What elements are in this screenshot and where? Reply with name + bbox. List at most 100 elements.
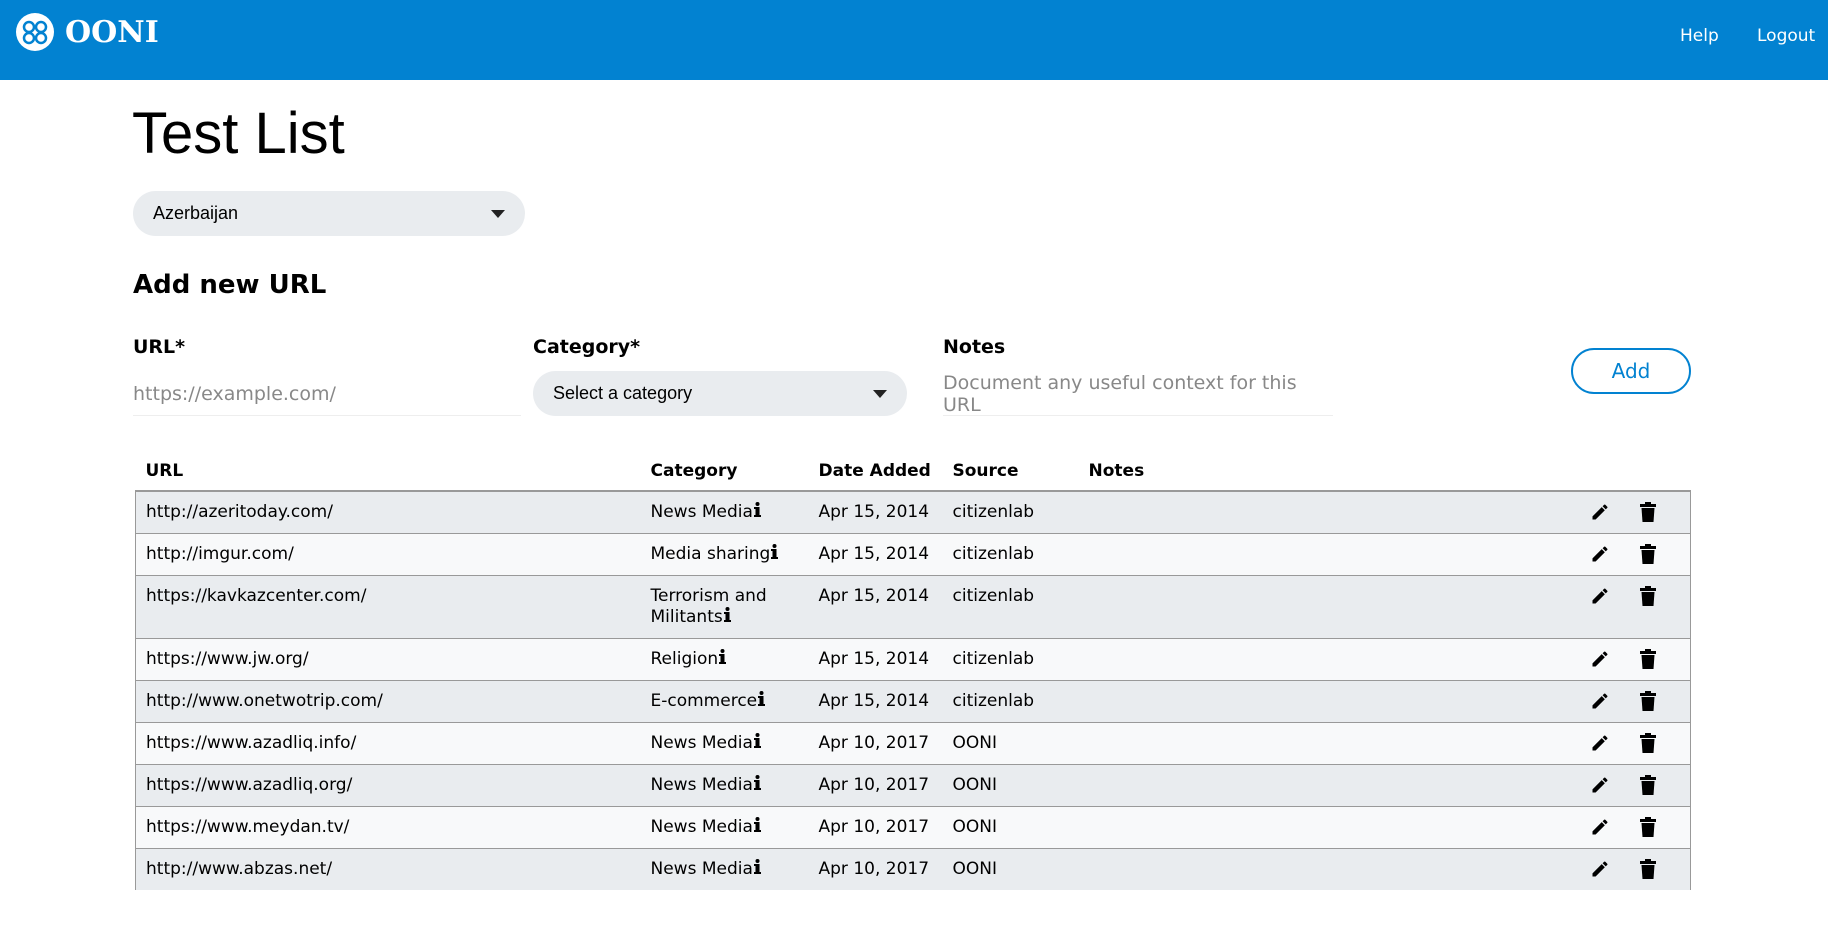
table-cell: https://www.meydan.tv/	[135, 806, 641, 849]
table-cell	[1078, 533, 1541, 576]
cell-text: Media sharing	[650, 544, 771, 564]
cell-text: News Media	[650, 502, 753, 522]
delete-icon[interactable]	[1640, 817, 1656, 837]
table-cell: https://kavkazcenter.com/	[135, 575, 641, 639]
edit-icon[interactable]	[1590, 544, 1610, 564]
table-cell: News Media	[640, 764, 809, 807]
delete-icon[interactable]	[1640, 691, 1656, 711]
cell-text: Apr 10, 2017	[818, 775, 930, 795]
field-label: Notes	[943, 336, 1006, 358]
table-cell: News Media	[640, 722, 809, 765]
cell-text: Apr 15, 2014	[818, 502, 930, 522]
info-icon[interactable]	[771, 544, 779, 560]
cell-text: http://imgur.com/	[146, 544, 294, 564]
cell-text: Apr 10, 2017	[818, 733, 930, 753]
nav-link[interactable]: Logout	[1757, 26, 1816, 46]
delete-icon[interactable]	[1640, 586, 1656, 606]
row-actions	[1551, 691, 1681, 711]
column-header: URL	[135, 452, 641, 492]
table-cell: Apr 10, 2017	[808, 764, 943, 807]
logo-icon	[16, 13, 54, 51]
logo[interactable]: OONI	[15, 12, 159, 52]
table-cell	[1078, 722, 1541, 765]
delete-icon[interactable]	[1640, 775, 1656, 795]
placeholder: Document any useful context for this URL	[943, 371, 1297, 416]
row-actions	[1551, 586, 1681, 606]
edit-icon[interactable]	[1590, 733, 1610, 753]
delete-icon[interactable]	[1640, 544, 1656, 564]
table-cell: E-commerce	[640, 680, 809, 723]
info-icon[interactable]	[723, 607, 731, 623]
field-label: URL*	[133, 336, 186, 358]
actions-cell	[1540, 848, 1691, 890]
table-row: https://www.meydan.tv/News Media Apr 10, …	[135, 806, 1691, 849]
info-icon[interactable]	[753, 775, 761, 791]
delete-icon[interactable]	[1640, 649, 1656, 669]
cell-text: OONI	[952, 817, 998, 837]
table-cell: http://azeritoday.com/	[135, 490, 641, 534]
url-input[interactable]: https://example.com/	[133, 372, 521, 416]
table-cell	[1078, 638, 1541, 681]
cell-text: OONI	[952, 859, 998, 879]
cell-text: https://www.jw.org/	[146, 649, 309, 669]
edit-icon[interactable]	[1590, 859, 1610, 879]
cell-text: citizenlab	[952, 649, 1035, 669]
table-cell: Apr 10, 2017	[808, 848, 943, 890]
add-button[interactable]: Add	[1571, 348, 1691, 394]
table-cell: https://www.azadliq.info/	[135, 722, 641, 765]
delete-icon[interactable]	[1640, 859, 1656, 879]
actions-cell	[1540, 806, 1691, 849]
page-title: Test List	[132, 101, 345, 166]
cell-text: https://www.meydan.tv/	[146, 817, 350, 837]
info-icon[interactable]	[719, 649, 727, 665]
table-cell: News Media	[640, 806, 809, 849]
row-actions	[1551, 859, 1681, 879]
table-cell: Apr 15, 2014	[808, 533, 943, 576]
cell-text: OONI	[952, 775, 998, 795]
table-row: https://kavkazcenter.com/Terrorism and M…	[135, 575, 1691, 639]
edit-icon[interactable]	[1590, 817, 1610, 837]
table-cell: OONI	[942, 848, 1079, 890]
cell-text: OONI	[952, 733, 998, 753]
info-icon[interactable]	[753, 502, 761, 518]
cell-text: Apr 15, 2014	[818, 691, 930, 711]
cell-text: Apr 15, 2014	[818, 586, 930, 606]
table-cell: http://imgur.com/	[135, 533, 641, 576]
info-icon[interactable]	[753, 733, 761, 749]
cell-text: citizenlab	[952, 691, 1035, 711]
table-row: http://azeritoday.com/News Media Apr 15, …	[135, 490, 1691, 534]
cell-text: http://www.abzas.net/	[146, 859, 333, 879]
table-cell: citizenlab	[942, 680, 1079, 723]
info-icon[interactable]	[758, 691, 766, 707]
actions-cell	[1540, 638, 1691, 681]
table-cell: News Media	[640, 490, 809, 534]
edit-icon[interactable]	[1590, 691, 1610, 711]
category-select[interactable]: Select a category	[533, 371, 907, 416]
edit-icon[interactable]	[1590, 586, 1610, 606]
table-cell: https://www.jw.org/	[135, 638, 641, 681]
delete-icon[interactable]	[1640, 733, 1656, 753]
table-cell: News Media	[640, 848, 809, 890]
edit-icon[interactable]	[1590, 502, 1610, 522]
table-cell: Terrorism and Militants	[640, 575, 809, 639]
notes-input[interactable]: Document any useful context for this URL	[943, 372, 1333, 416]
cell-text: citizenlab	[952, 502, 1035, 522]
info-icon[interactable]	[753, 817, 761, 833]
cell-text: citizenlab	[952, 586, 1035, 606]
edit-icon[interactable]	[1590, 649, 1610, 669]
delete-icon[interactable]	[1640, 502, 1656, 522]
table-cell	[1078, 848, 1541, 890]
table-cell	[1078, 680, 1541, 723]
row-actions	[1551, 817, 1681, 837]
nav-link[interactable]: Help	[1680, 26, 1719, 46]
column-header: Category	[640, 452, 809, 492]
row-actions	[1551, 502, 1681, 522]
table-cell	[1078, 490, 1541, 534]
table-row: https://www.azadliq.org/News Media Apr 10…	[135, 764, 1691, 807]
country-select[interactable]: Azerbaijan	[133, 191, 525, 236]
table-cell: Apr 10, 2017	[808, 806, 943, 849]
row-actions	[1551, 649, 1681, 669]
info-icon[interactable]	[753, 859, 761, 875]
edit-icon[interactable]	[1590, 775, 1610, 795]
